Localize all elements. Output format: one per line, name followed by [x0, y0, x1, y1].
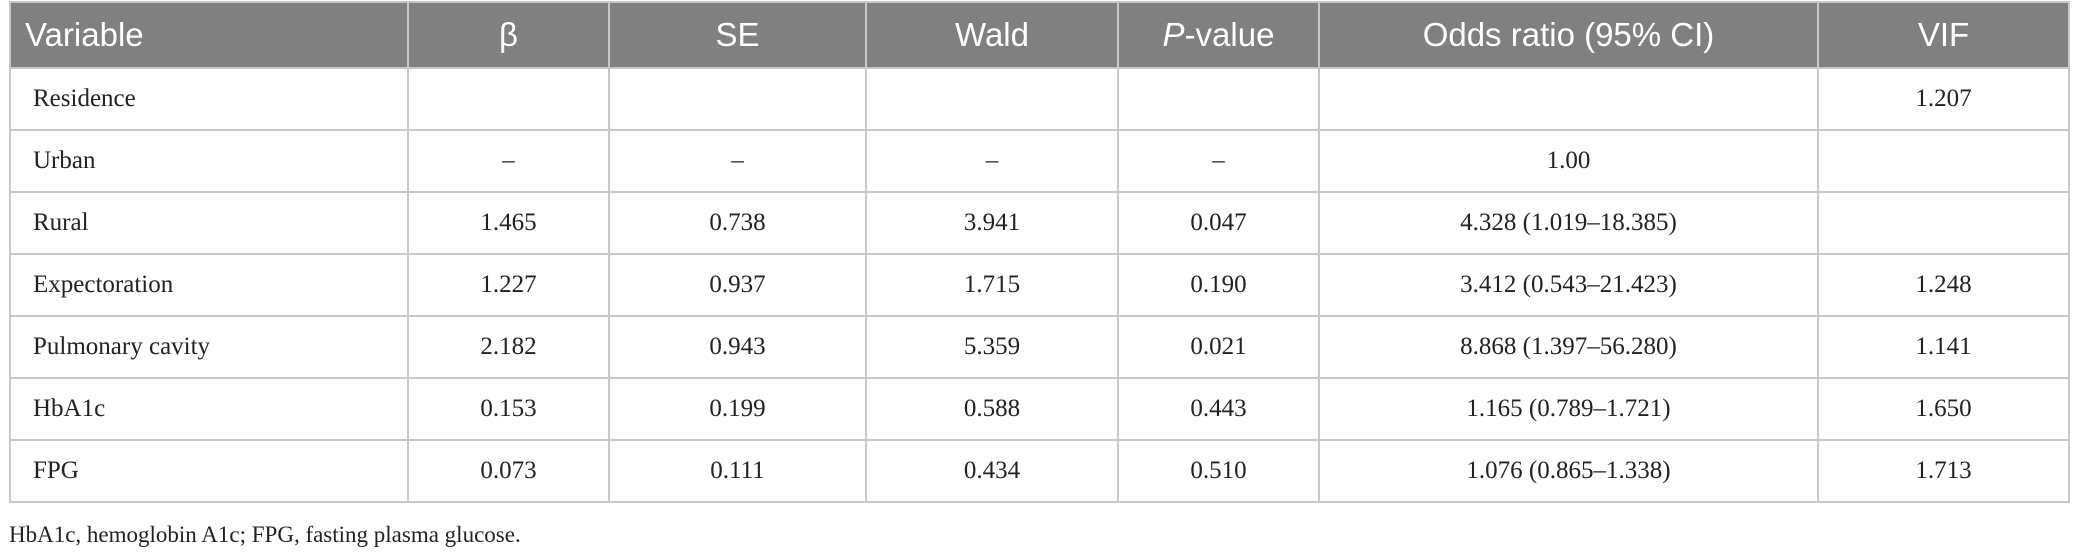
table-cell: 0.510 — [1117, 439, 1320, 503]
table-row: Expectoration 1.227 0.937 1.715 0.190 3.412 (… — [9, 253, 2070, 317]
table-cell — [865, 67, 1119, 131]
table-cell: 0.738 — [608, 191, 867, 255]
table-cell: 0.073 — [407, 439, 610, 503]
table-cell: 4.328 (1.019–18.385) — [1318, 191, 1819, 255]
column-header: VIF — [1817, 1, 2070, 69]
table-cell: Rural — [9, 191, 409, 255]
header-italic: P — [1162, 16, 1185, 53]
table-cell: 1.650 — [1817, 377, 2070, 441]
table-cell: 0.111 — [608, 439, 867, 503]
table-cell: 1.713 — [1817, 439, 2070, 503]
table-cell: Pulmonary cavity — [9, 315, 409, 379]
table-cell: 0.021 — [1117, 315, 1320, 379]
column-header: Variable — [9, 1, 409, 69]
table-cell: 1.00 — [1318, 129, 1819, 193]
table-cell — [407, 67, 610, 131]
table-cell: 1.248 — [1817, 253, 2070, 317]
table: Variable β SE Wald P-value Odds ratio (95% CI… — [9, 1, 2070, 503]
table-row: HbA1c 0.153 0.199 0.588 0.443 1.165 (0.789–1.… — [9, 377, 2070, 441]
table-cell: 5.359 — [865, 315, 1119, 379]
table-cell: – — [1117, 129, 1320, 193]
table-cell: 1.715 — [865, 253, 1119, 317]
table-cell: 1.076 (0.865–1.338) — [1318, 439, 1819, 503]
table-cell: 1.465 — [407, 191, 610, 255]
table-cell: – — [865, 129, 1119, 193]
table-cell — [1318, 67, 1819, 131]
table-cell: Residence — [9, 67, 409, 131]
table-cell — [1117, 67, 1320, 131]
table-row: FPG 0.073 0.111 0.434 0.510 1.076 (0.865–1.33… — [9, 439, 2070, 503]
table-cell: – — [608, 129, 867, 193]
table-cell: 1.207 — [1817, 67, 2070, 131]
table-cell: 0.434 — [865, 439, 1119, 503]
table-cell: 1.227 — [407, 253, 610, 317]
column-header: β — [407, 1, 610, 69]
header-row: Variable β SE Wald P-value Odds ratio (95% CI… — [9, 1, 2070, 69]
column-header: Odds ratio (95% CI) — [1318, 1, 1819, 69]
table-cell — [1817, 129, 2070, 193]
table-cell — [1817, 191, 2070, 255]
footnote: HbA1c, hemoglobin A1c; FPG, fasting plas… — [9, 522, 521, 547]
table-body: Residence 1.207 Urban – – – –1.00 Rural 1.465 0.7… — [9, 67, 2070, 503]
table-wrap: Variable β SE Wald P-value Odds ratio (95% CI… — [9, 1, 2070, 503]
table-cell: 1.165 (0.789–1.721) — [1318, 377, 1819, 441]
table-row: Residence 1.207 — [9, 67, 2070, 131]
table-cell: 0.047 — [1117, 191, 1320, 255]
table-cell: Urban — [9, 129, 409, 193]
table-cell: 0.190 — [1117, 253, 1320, 317]
table-cell: 8.868 (1.397–56.280) — [1318, 315, 1819, 379]
table-cell: 3.941 — [865, 191, 1119, 255]
header-text: -value — [1184, 16, 1275, 53]
table-cell: 1.141 — [1817, 315, 2070, 379]
table-cell: Expectoration — [9, 253, 409, 317]
column-header: P-value — [1117, 1, 1320, 69]
table-cell — [608, 67, 867, 131]
table-row: Pulmonary cavity 2.182 0.943 5.359 0.021 8.86… — [9, 315, 2070, 379]
table-cell: 0.443 — [1117, 377, 1320, 441]
table-cell: HbA1c — [9, 377, 409, 441]
table-cell: FPG — [9, 439, 409, 503]
column-header: Wald — [865, 1, 1119, 69]
table-cell: 0.943 — [608, 315, 867, 379]
table-cell: – — [407, 129, 610, 193]
table-cell: 3.412 (0.543–21.423) — [1318, 253, 1819, 317]
table-row: Urban – – – –1.00 — [9, 129, 2070, 193]
column-header: SE — [608, 1, 867, 69]
table-cell: 0.199 — [608, 377, 867, 441]
table-row: Rural 1.465 0.738 3.941 0.047 4.328 (1.019–18… — [9, 191, 2070, 255]
table-cell: 0.153 — [407, 377, 610, 441]
table-cell: 0.588 — [865, 377, 1119, 441]
table-cell: 0.937 — [608, 253, 867, 317]
table-cell: 2.182 — [407, 315, 610, 379]
